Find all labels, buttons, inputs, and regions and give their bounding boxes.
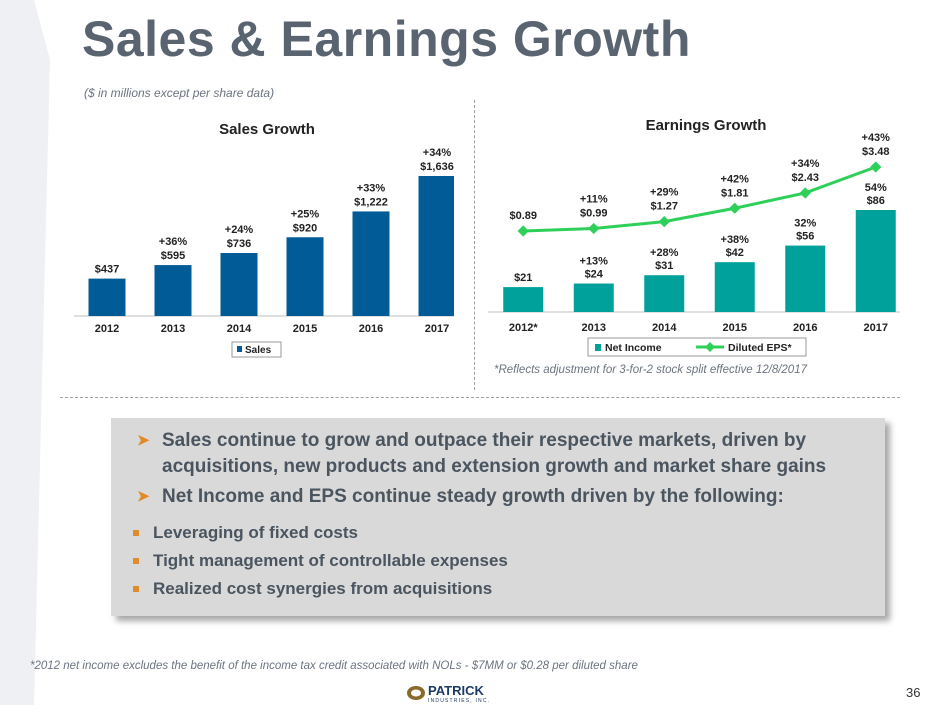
x-tick-label: 2017	[864, 322, 888, 334]
sales-bar	[88, 278, 126, 316]
sales-growth-svg: Sales Growth $437 2012 $595 +36% 2013 $736 +24…	[74, 121, 470, 358]
legend-label: Diluted EPS*	[728, 342, 793, 354]
eps-label: $2.43	[791, 172, 819, 184]
sales-bar	[418, 176, 456, 316]
eps-label: $0.99	[580, 208, 608, 220]
net-income-label: $31	[655, 260, 673, 272]
growth-label: +25%	[291, 208, 320, 220]
sales-bar	[286, 237, 324, 316]
net-income-label: $86	[867, 195, 885, 207]
units-note: ($ in millions except per share data)	[84, 86, 275, 100]
x-tick-label: 2014	[227, 323, 252, 335]
page-title: Sales & Earnings Growth	[82, 11, 691, 67]
growth-label: +33%	[357, 182, 386, 194]
eps-label: $0.89	[509, 210, 537, 222]
earnings-growth-svg: Earnings Growth $212012*$24+13%2013$31+2…	[488, 117, 911, 357]
eps-point	[517, 225, 529, 237]
eps-point	[588, 222, 600, 235]
eps-point	[658, 215, 670, 228]
net-income-growth-label: +28%	[650, 247, 679, 259]
svg-text:INDUSTRIES, INC.: INDUSTRIES, INC.	[428, 698, 490, 704]
sales-bar	[154, 265, 192, 316]
legend-marker	[705, 342, 715, 352]
growth-label: +34%	[423, 147, 452, 159]
eps-label: $3.48	[862, 146, 890, 158]
eps-point	[799, 187, 811, 199]
eps-growth-label: +29%	[650, 187, 679, 199]
data-label: $736	[227, 238, 251, 250]
legend-swatch	[237, 346, 242, 352]
eps-growth-label: +43%	[862, 132, 891, 144]
legend-box	[231, 341, 282, 358]
legend-swatch	[595, 344, 601, 351]
net-income-label: $56	[796, 231, 814, 243]
net-income-bar	[855, 210, 896, 312]
left-chevron-decoration	[0, 0, 50, 705]
data-label: $1,222	[354, 196, 388, 208]
sub-bullet-item: Realized cost synergies from acquisition…	[133, 578, 492, 600]
x-tick-label: 2015	[723, 322, 747, 334]
sales-growth-chart: Sales Growth $437 2012 $595 +36% 2013 $736 +24…	[64, 104, 470, 371]
data-label: $595	[161, 250, 185, 262]
eps-growth-label: +11%	[580, 194, 608, 206]
chart-title: Sales Growth	[219, 121, 315, 138]
sales-bar	[352, 211, 390, 316]
square-bullet-icon	[133, 530, 139, 536]
legend-label: Sales	[245, 345, 272, 356]
eps-growth-label: +34%	[791, 158, 820, 170]
x-tick-label: 2016	[359, 323, 383, 335]
x-tick-label: 2015	[293, 323, 317, 335]
growth-label: +36%	[159, 236, 188, 248]
svg-text:PATRICK: PATRICK	[428, 683, 484, 698]
square-bullet-icon	[133, 558, 139, 564]
net-income-label: $24	[585, 269, 604, 281]
eps-point	[870, 161, 882, 173]
data-label: $1,636	[420, 161, 454, 173]
eps-point	[729, 202, 741, 214]
x-tick-label: 2017	[425, 323, 449, 335]
net-income-bar	[503, 287, 544, 312]
x-tick-label: 2012	[95, 323, 119, 335]
eps-line	[523, 165, 877, 233]
key-points-box: ➤ Sales continue to grow and outpace the…	[111, 418, 885, 616]
net-income-growth-label: +38%	[721, 234, 750, 246]
net-income-bar	[644, 275, 685, 312]
data-label: $920	[293, 222, 317, 234]
eps-label: $1.81	[721, 187, 749, 199]
x-tick-label: 2016	[793, 322, 817, 334]
bottom-footnote: *2012 net income excludes the benefit of…	[30, 660, 638, 672]
arrow-bullet-icon: ➤	[137, 488, 150, 505]
bullet-item: ➤ Sales continue to grow and outpace the…	[137, 430, 827, 477]
x-tick-label: 2013	[582, 322, 606, 334]
net-income-label: $42	[726, 247, 744, 259]
x-tick-label: 2012*	[509, 322, 538, 334]
patrick-logo: PATRICK INDUSTRIES, INC.	[407, 683, 490, 704]
square-bullet-icon	[133, 586, 139, 592]
x-tick-label: 2013	[161, 323, 185, 335]
net-income-bar	[785, 245, 826, 312]
page-number: 36	[906, 685, 921, 700]
arrow-bullet-icon: ➤	[137, 432, 150, 449]
horizontal-divider	[60, 397, 900, 398]
net-income-growth-label: +13%	[580, 256, 609, 268]
bullet-item: ➤ Net Income and EPS continue steady gro…	[137, 484, 872, 510]
net-income-bar	[573, 283, 614, 312]
chart-title: Earnings Growth	[646, 117, 767, 134]
eps-label: $1.27	[650, 201, 678, 213]
x-tick-label: 2014	[652, 322, 677, 334]
growth-label: +24%	[225, 224, 254, 236]
net-income-growth-label: 54%	[865, 182, 887, 194]
data-label: $437	[95, 264, 119, 276]
vertical-divider	[474, 100, 475, 390]
net-income-growth-label: 32%	[794, 218, 816, 230]
sub-bullet-item: Tight management of controllable expense…	[133, 550, 508, 572]
eps-growth-label: +42%	[721, 173, 750, 185]
net-income-label: $21	[514, 272, 532, 284]
earnings-footnote: *Reflects adjustment for 3-for-2 stock s…	[494, 364, 807, 376]
legend-label: Net Income	[605, 342, 662, 354]
sales-bar	[220, 253, 258, 316]
net-income-bar	[714, 262, 755, 312]
sub-bullet-item: Leveraging of fixed costs	[133, 522, 358, 544]
earnings-growth-chart: Earnings Growth $21 2012* $24 +13% 2013 $31 +2…	[488, 104, 911, 371]
